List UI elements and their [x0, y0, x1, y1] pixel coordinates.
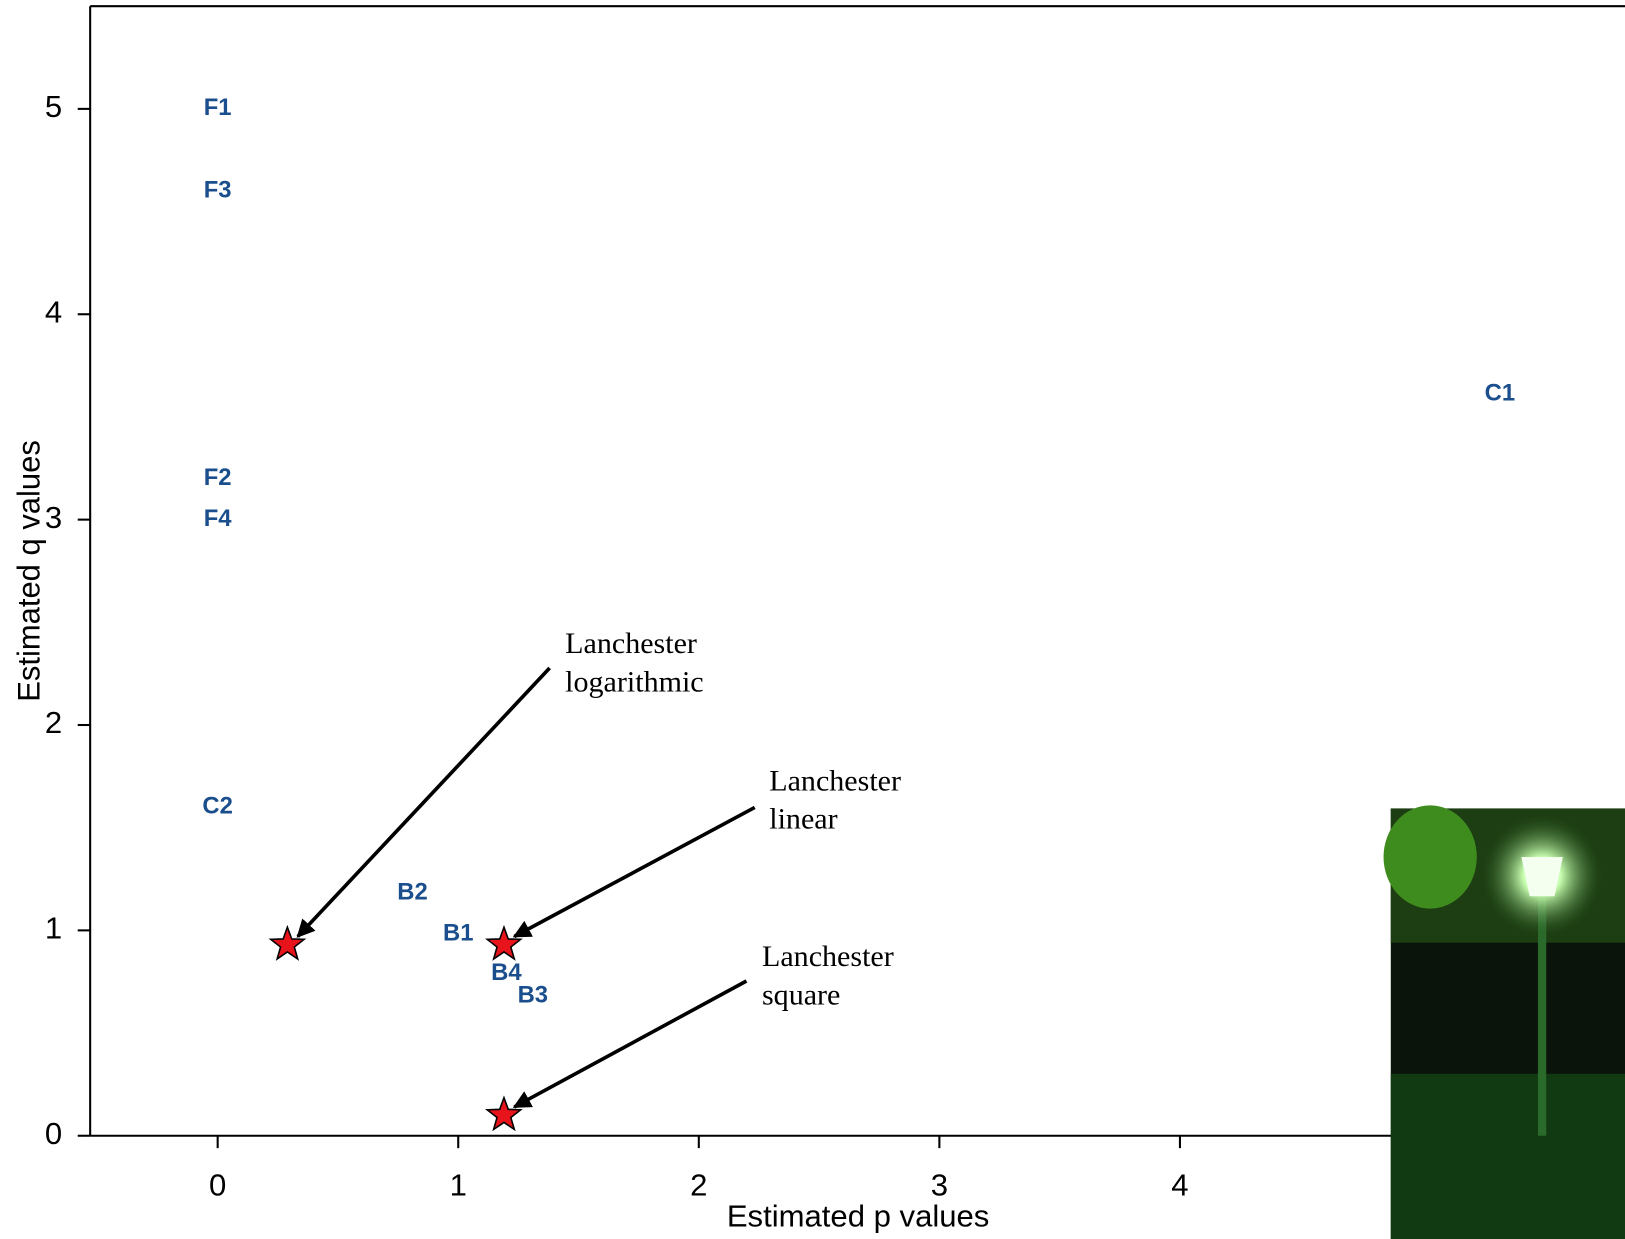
- point-label: C1: [1485, 380, 1515, 407]
- chart: Estimated p values Estimated q values 0 1…: [0, 0, 1625, 1239]
- annotation-text: linear: [769, 803, 837, 836]
- annotation-text: Lanchester: [769, 765, 901, 798]
- x-tick-label: 0: [209, 1168, 226, 1203]
- x-tick-label: 4: [1171, 1168, 1188, 1203]
- y-axis-label: Estimated q values: [11, 440, 46, 702]
- point-label: F4: [204, 505, 233, 532]
- x-tick-label: 1: [450, 1168, 467, 1203]
- y-tick-label: 1: [45, 911, 62, 946]
- y-tick-label: 3: [45, 500, 62, 535]
- annotation-arrow: [514, 981, 746, 1107]
- y-tick-label: 4: [45, 294, 62, 329]
- point-label: C2: [202, 792, 232, 819]
- x-tick-label: 2: [690, 1168, 707, 1203]
- star-marker: [487, 1098, 520, 1130]
- annotation-text: Lanchester: [565, 627, 697, 660]
- point-label: B3: [518, 981, 548, 1008]
- point-label: F3: [204, 176, 232, 203]
- x-axis-label: Estimated p values: [727, 1199, 990, 1234]
- photo-inset: [1384, 805, 1625, 1239]
- annotation-arrow: [514, 807, 754, 936]
- annotation-text: Lanchester: [762, 940, 894, 973]
- y-tick-label: 2: [45, 705, 62, 740]
- point-label: B1: [443, 920, 473, 947]
- point-label: B2: [397, 879, 427, 906]
- star-marker: [271, 927, 304, 959]
- y-tick-label: 0: [45, 1116, 62, 1151]
- annotation-text: square: [762, 978, 840, 1011]
- point-label: F2: [204, 464, 232, 491]
- star-marker: [487, 927, 520, 959]
- x-tick-label: 3: [931, 1168, 948, 1203]
- y-tick-label: 5: [45, 89, 62, 124]
- point-label: F1: [204, 94, 232, 121]
- annotation-text: logarithmic: [565, 665, 703, 698]
